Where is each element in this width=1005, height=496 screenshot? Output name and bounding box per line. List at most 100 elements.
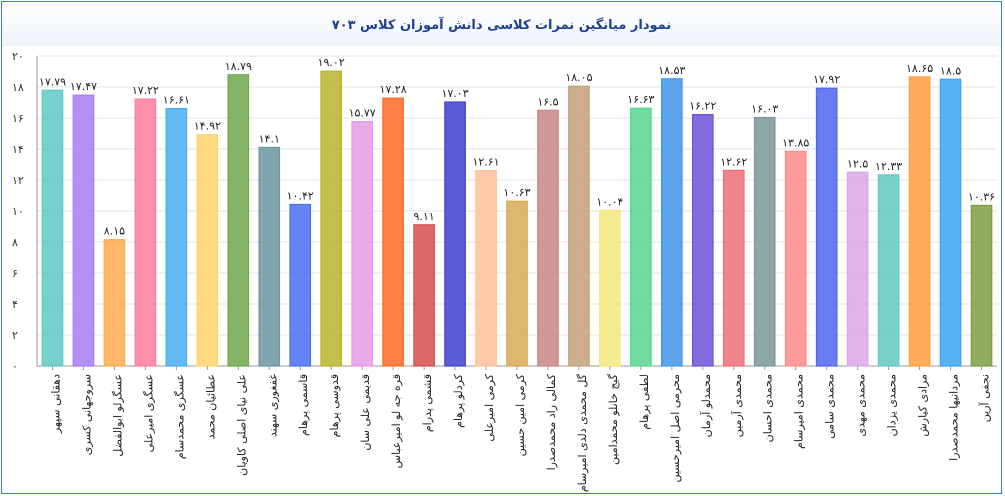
data-label: ۱۷.۰۳ bbox=[441, 87, 468, 100]
bar bbox=[568, 85, 590, 367]
x-tick-label: قشمی پدرام bbox=[421, 374, 434, 432]
y-tick-label: ۱۶ bbox=[12, 112, 24, 125]
bar bbox=[846, 171, 869, 367]
x-tick-label: گل محمدی دلدی امیرسام bbox=[576, 373, 589, 492]
x-tick-label: محمدی یزدان bbox=[886, 374, 899, 437]
y-tick-label: ۱۰ bbox=[12, 205, 24, 218]
data-label: ۱۷.۴۷ bbox=[70, 80, 97, 93]
x-tick-label: قدیمی علی سان bbox=[359, 374, 372, 451]
data-label: ۱۰.۳۶ bbox=[968, 190, 995, 203]
data-label: ۱۰.۶۳ bbox=[503, 186, 530, 199]
x-tick-label: غفغوری سهند bbox=[266, 374, 279, 437]
bar bbox=[475, 169, 497, 367]
bar bbox=[41, 89, 64, 367]
data-label: ۱۶.۵ bbox=[537, 95, 558, 108]
x-tick-label: کردلو پرهام bbox=[452, 373, 465, 428]
bar bbox=[815, 87, 838, 367]
bar bbox=[722, 169, 745, 367]
data-label: ۱۷.۷۹ bbox=[39, 75, 66, 88]
bar bbox=[970, 204, 993, 367]
y-tick-label: ۰ bbox=[12, 360, 18, 373]
bar bbox=[444, 101, 466, 367]
data-label: ۹.۱۱ bbox=[413, 210, 434, 223]
data-label: ۱۵.۷۷ bbox=[349, 107, 376, 120]
bar bbox=[165, 107, 188, 367]
y-tick-label: ۲ bbox=[12, 329, 18, 342]
chart-header: نمودار میانگین نمرات کلاسی دانش آموزان ک… bbox=[2, 2, 1001, 46]
data-label: ۱۴.۱ bbox=[259, 132, 280, 145]
data-label: ۱۶.۲۲ bbox=[689, 100, 716, 113]
x-tick-label: سروجهانی کسری bbox=[80, 374, 93, 455]
y-tick-label: ۸ bbox=[12, 236, 18, 249]
data-label: ۱۹.۰۲ bbox=[318, 56, 345, 69]
data-label: ۱۳.۸۵ bbox=[782, 136, 809, 149]
data-label: ۱۶.۶۳ bbox=[627, 93, 654, 106]
data-label: ۱۲.۳۳ bbox=[875, 160, 902, 173]
bar bbox=[320, 70, 343, 367]
x-tick-label: دهقانی سپهر bbox=[49, 374, 62, 434]
y-tick-label: ۱۸ bbox=[12, 81, 24, 94]
bar bbox=[382, 97, 404, 367]
x-tick-label: محمدی آرمین bbox=[730, 374, 744, 437]
data-label: ۱۲.۶۲ bbox=[720, 155, 747, 168]
bar bbox=[413, 224, 435, 367]
data-label: ۱۶.۶۱ bbox=[163, 94, 190, 107]
x-tick-label: نجفی آرین bbox=[978, 374, 992, 422]
bar bbox=[661, 78, 683, 367]
bar bbox=[351, 120, 373, 367]
data-label: ۸.۱۵ bbox=[104, 225, 125, 238]
bar bbox=[908, 76, 931, 367]
x-tick-label: عسگری امیرعلی bbox=[142, 374, 155, 452]
bar bbox=[691, 113, 714, 367]
x-tick-label: محمدی احسان bbox=[762, 374, 775, 442]
x-tick-label: قدوسی پرهام bbox=[328, 374, 341, 437]
bar bbox=[227, 74, 250, 367]
bar bbox=[72, 94, 95, 367]
data-label: ۱۲.۵ bbox=[847, 157, 868, 170]
x-tick-label: کرمی امیرعلی bbox=[483, 373, 496, 441]
bar bbox=[877, 174, 900, 367]
data-label: ۱۲.۶۱ bbox=[472, 156, 499, 169]
y-tick-label: ۴ bbox=[12, 298, 18, 311]
data-label: ۱۷.۲۲ bbox=[132, 84, 159, 97]
bar bbox=[630, 107, 652, 367]
bar bbox=[939, 78, 962, 367]
x-tick-label: عطائیان محمد bbox=[204, 374, 217, 439]
x-tick-label: قاسمی پرهام bbox=[297, 374, 310, 436]
x-tick-label: محمدی مهدی bbox=[855, 374, 868, 437]
y-tick-label: ۱۲ bbox=[12, 174, 24, 187]
bar bbox=[103, 239, 126, 367]
x-tick-label: محمدی امیرسام bbox=[793, 374, 806, 449]
x-tick-label: کرمی امین حسین bbox=[514, 373, 527, 456]
bar bbox=[506, 200, 528, 367]
data-label: ۱۸.۷۹ bbox=[225, 60, 252, 73]
data-label: ۱۷.۲۸ bbox=[380, 83, 407, 96]
x-tick-label: گیج خانلو محمدامین bbox=[607, 373, 620, 465]
data-label: ۱۷.۹۲ bbox=[813, 73, 840, 86]
x-tick-label: لطفی پرهام bbox=[638, 374, 651, 430]
data-label: ۱۸.۰۵ bbox=[565, 71, 592, 84]
y-tick-label: ۱۴ bbox=[12, 143, 24, 156]
chart-title: نمودار میانگین نمرات کلاسی دانش آموزان ک… bbox=[331, 18, 672, 33]
bar bbox=[753, 116, 776, 367]
data-label: ۱۰.۴۲ bbox=[287, 189, 314, 202]
bar bbox=[134, 98, 157, 367]
x-tick-label: محمدلو آرمان bbox=[699, 374, 713, 437]
data-label: ۱۸.۵۳ bbox=[658, 64, 685, 77]
x-tick-label: مردانیها محمدصدرا bbox=[948, 374, 961, 461]
y-tick-label: ۶ bbox=[12, 267, 18, 280]
bar bbox=[258, 146, 281, 367]
bar bbox=[784, 150, 807, 367]
data-label: ۱۰.۰۴ bbox=[596, 195, 623, 208]
data-label: ۱۸.۵ bbox=[940, 64, 961, 77]
x-tick-label: مرادی کیارش bbox=[917, 374, 930, 437]
bar bbox=[196, 134, 219, 367]
bar bbox=[289, 203, 312, 367]
x-tick-label: عسگری محمدسام bbox=[173, 374, 186, 459]
bar bbox=[599, 209, 621, 367]
x-tick-label: محرمی اصل امیرحسین bbox=[669, 374, 682, 483]
y-tick-label: ۲۰ bbox=[12, 50, 24, 63]
x-tick-label: علی نیای اصلی کاویان bbox=[235, 374, 248, 476]
bar bbox=[537, 109, 559, 367]
